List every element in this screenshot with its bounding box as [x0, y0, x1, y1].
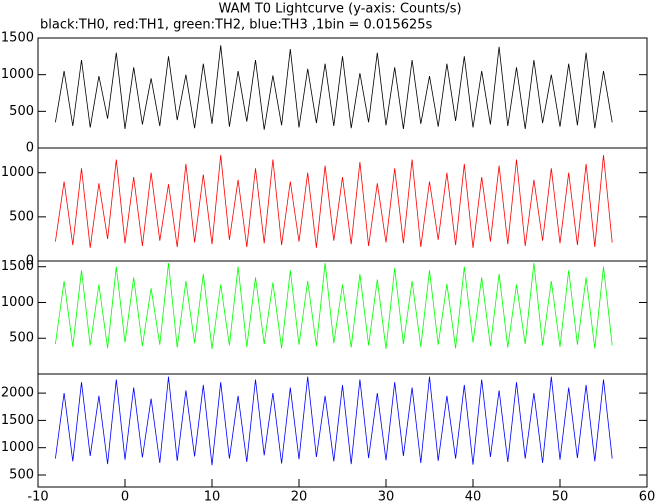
x-tick-label: 0: [121, 490, 129, 504]
panel-frame: [37, 37, 648, 149]
x-tick-label: 40: [465, 490, 482, 504]
y-tick-label: 2000: [1, 386, 34, 401]
panel-frame: [37, 260, 648, 375]
series-line: [55, 263, 613, 350]
x-tick-label: 20: [291, 490, 308, 504]
y-tick-label: 1000: [1, 165, 34, 180]
x-tick-label: 10: [204, 490, 221, 504]
chart-title: WAM T0 Lightcurve (y-axis: Counts/s): [218, 2, 461, 17]
x-tick-label: -10: [27, 490, 48, 504]
y-tick-label: 500: [9, 467, 34, 482]
chart-subtitle: black:TH0, red:TH1, green:TH2, blue:TH3 …: [40, 18, 433, 33]
x-tick-label: 30: [378, 490, 395, 504]
y-tick-label: 500: [9, 331, 34, 346]
series-line: [55, 376, 613, 466]
y-tick-label: 0: [26, 141, 34, 156]
y-tick-label: 0: [26, 254, 34, 269]
y-tick-label: 1500: [1, 413, 34, 428]
x-tick-label: 60: [639, 490, 656, 504]
y-tick-label: 1000: [1, 440, 34, 455]
y-tick-label: 1000: [1, 67, 34, 82]
x-tick-label: 50: [552, 490, 569, 504]
series-line: [55, 45, 613, 130]
y-tick-label: 500: [9, 104, 34, 119]
y-tick-label: 1500: [1, 259, 34, 274]
y-tick-label: 1000: [1, 295, 34, 310]
panel-frame: [37, 373, 648, 488]
y-tick-label: 500: [9, 209, 34, 224]
series-line: [55, 155, 613, 248]
y-tick-label: 1500: [1, 31, 34, 46]
